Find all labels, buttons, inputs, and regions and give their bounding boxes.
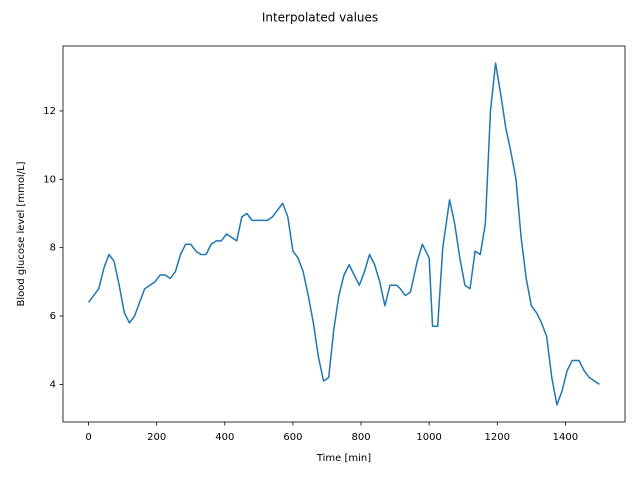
x-tick-label: 1000 [416,432,441,443]
x-tick-label: 1200 [485,432,510,443]
line-series [87,62,600,406]
x-tick-label: 200 [147,432,166,443]
y-tick-label: 12 [43,106,56,117]
chart-title: Interpolated values [262,11,378,25]
x-axis-label: Time [min] [316,453,371,464]
y-axis-label: Blood glucose level [mmol/L] [16,161,27,306]
y-tick-label: 10 [43,174,56,185]
plot-frame [62,45,626,423]
x-tick-label: 1400 [553,432,578,443]
x-tick-label: 400 [215,432,234,443]
y-tick-label: 4 [50,379,56,390]
y-tick-label: 6 [50,311,56,322]
x-tick-label: 0 [85,432,91,443]
x-tick-label: 600 [283,432,302,443]
y-tick-label: 8 [50,243,56,254]
x-tick-label: 800 [351,432,370,443]
